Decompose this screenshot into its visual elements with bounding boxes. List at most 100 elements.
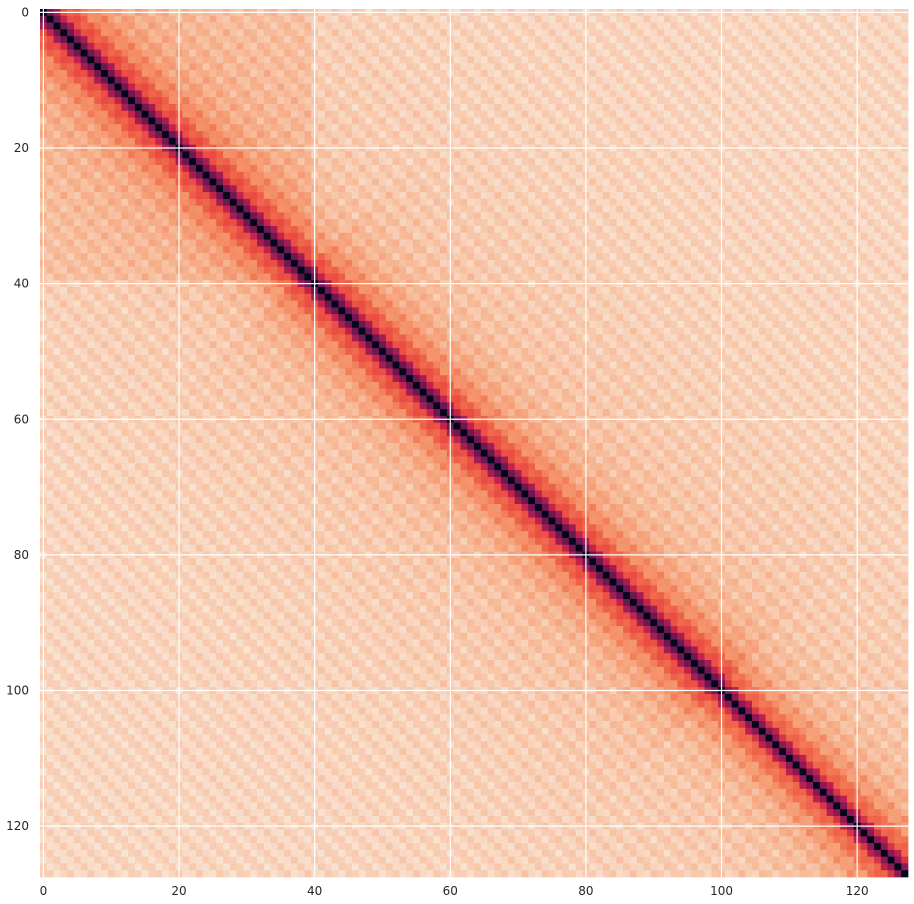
heatmap-cell — [569, 179, 576, 186]
heatmap-cell — [121, 77, 128, 84]
heatmap-cell — [569, 131, 576, 138]
heatmap-cell — [413, 29, 420, 36]
heatmap-cell — [203, 97, 210, 104]
heatmap-cell — [115, 36, 122, 43]
heatmap-cell — [74, 104, 81, 111]
heatmap-cell — [460, 70, 467, 77]
heatmap-cell — [637, 219, 644, 226]
heatmap-cell — [800, 84, 807, 91]
heatmap-cell — [894, 246, 901, 253]
heatmap-cell — [210, 172, 217, 179]
heatmap-cell — [867, 124, 874, 131]
heatmap-cell — [549, 111, 556, 118]
heatmap-cell — [162, 179, 169, 186]
heatmap-cell — [623, 77, 630, 84]
heatmap-cell — [454, 70, 461, 77]
heatmap-cell — [664, 43, 671, 50]
heatmap-cell — [291, 70, 298, 77]
heatmap-cell — [528, 90, 535, 97]
heatmap-cell — [47, 253, 54, 260]
heatmap-cell — [488, 172, 495, 179]
heatmap-cell — [406, 50, 413, 57]
heatmap-cell — [867, 179, 874, 186]
heatmap-cell — [481, 179, 488, 186]
heatmap-cell — [467, 240, 474, 247]
heatmap-cell — [562, 267, 569, 274]
heatmap-cell — [711, 151, 718, 158]
heatmap-cell — [47, 138, 54, 145]
heatmap-cell — [210, 246, 217, 253]
heatmap-cell — [650, 16, 657, 23]
heatmap-cell — [366, 56, 373, 63]
heatmap-cell — [820, 70, 827, 77]
heatmap-cell — [345, 172, 352, 179]
heatmap-cell — [149, 97, 156, 104]
heatmap-cell — [644, 179, 651, 186]
heatmap-cell — [359, 240, 366, 247]
heatmap-cell — [664, 179, 671, 186]
heatmap-cell — [230, 226, 237, 233]
heatmap-cell — [169, 97, 176, 104]
heatmap-cell — [264, 70, 271, 77]
heatmap-cell — [793, 165, 800, 172]
heatmap-cell — [521, 90, 528, 97]
heatmap-cell — [393, 90, 400, 97]
heatmap-cell — [671, 90, 678, 97]
heatmap-cell — [589, 84, 596, 91]
heatmap-cell — [671, 260, 678, 267]
heatmap-cell — [67, 240, 74, 247]
heatmap-cell — [325, 43, 332, 50]
heatmap-cell — [81, 111, 88, 118]
heatmap-cell — [427, 246, 434, 253]
heatmap-cell — [630, 185, 637, 192]
heatmap-cell — [108, 172, 115, 179]
heatmap-cell — [223, 104, 230, 111]
heatmap-cell — [420, 43, 427, 50]
heatmap-cell — [515, 70, 522, 77]
heatmap-cell — [664, 118, 671, 125]
heatmap-cell — [657, 226, 664, 233]
heatmap-cell — [630, 36, 637, 43]
heatmap-cell — [162, 63, 169, 70]
heatmap-cell — [128, 138, 135, 145]
heatmap-cell — [304, 246, 311, 253]
heatmap-cell — [230, 16, 237, 23]
heatmap-cell — [705, 253, 712, 260]
heatmap-cell — [108, 212, 115, 219]
heatmap-cell — [800, 36, 807, 43]
heatmap-cell — [243, 233, 250, 240]
heatmap-cell — [711, 16, 718, 23]
heatmap-cell — [515, 260, 522, 267]
heatmap-cell — [454, 151, 461, 158]
heatmap-cell — [833, 43, 840, 50]
heatmap-cell — [74, 233, 81, 240]
heatmap-cell — [169, 253, 176, 260]
heatmap-cell — [135, 206, 142, 213]
heatmap-cell — [515, 226, 522, 233]
heatmap-cell — [243, 77, 250, 84]
heatmap-cell — [630, 56, 637, 63]
heatmap-cell — [847, 240, 854, 247]
heatmap-cell — [745, 260, 752, 267]
heatmap-cell — [508, 246, 515, 253]
heatmap-cell — [230, 56, 237, 63]
heatmap-cell — [60, 124, 67, 131]
heatmap-cell — [169, 199, 176, 206]
heatmap-cell — [250, 267, 257, 274]
heatmap-cell — [535, 63, 542, 70]
heatmap-cell — [386, 63, 393, 70]
heatmap-cell — [874, 212, 881, 219]
heatmap-cell — [861, 70, 868, 77]
heatmap-cell — [440, 97, 447, 104]
heatmap-cell — [732, 77, 739, 84]
heatmap-cell — [508, 206, 515, 213]
heatmap-cell — [87, 151, 94, 158]
heatmap-cell — [393, 43, 400, 50]
heatmap-cell — [820, 77, 827, 84]
heatmap-cell — [705, 138, 712, 145]
heatmap-cell — [257, 206, 264, 213]
heatmap-cell — [610, 192, 617, 199]
heatmap-cell — [420, 260, 427, 267]
heatmap-cell — [833, 138, 840, 145]
heatmap-cell — [888, 43, 895, 50]
